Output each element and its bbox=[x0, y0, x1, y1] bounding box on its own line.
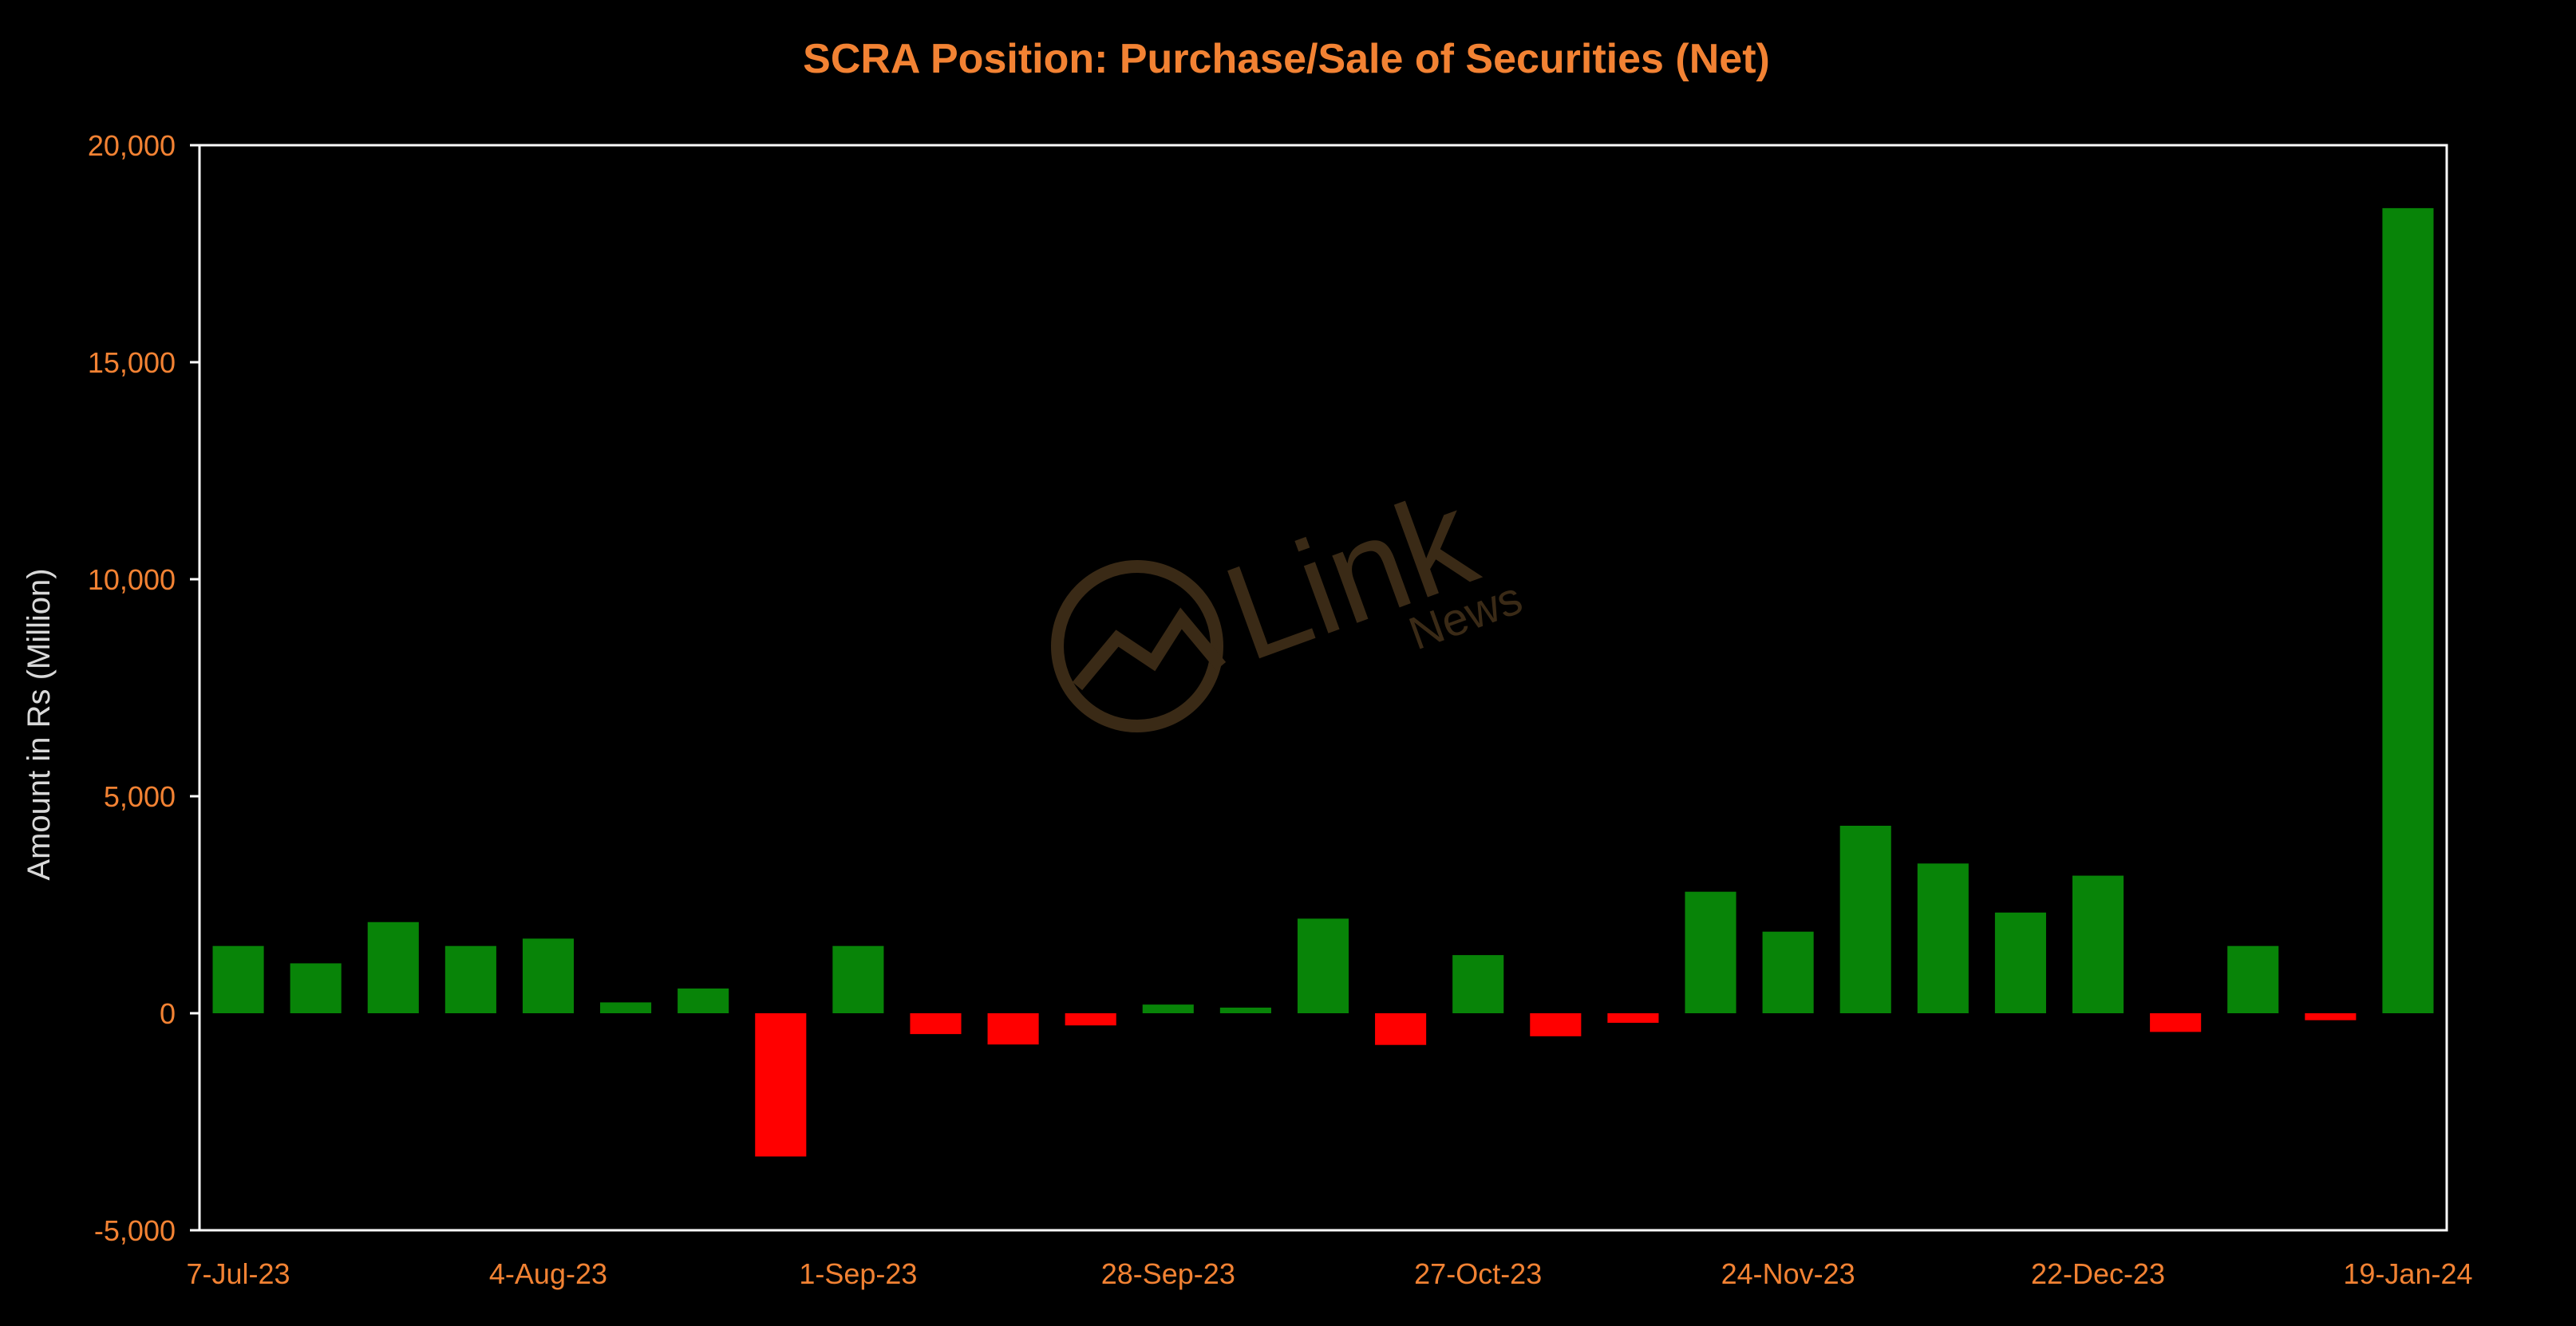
y-axis-label: Amount in Rs (Million) bbox=[22, 568, 57, 880]
bar bbox=[600, 1002, 652, 1013]
x-tick-label: 22-Dec-23 bbox=[2031, 1257, 2165, 1290]
x-tick-label: 1-Sep-23 bbox=[799, 1257, 917, 1290]
bar bbox=[1839, 825, 1891, 1013]
x-tick-label: 28-Sep-23 bbox=[1101, 1257, 1235, 1290]
watermark-ring bbox=[1051, 560, 1223, 732]
chart-title: SCRA Position: Purchase/Sale of Securiti… bbox=[803, 36, 1770, 82]
y-tick-label: 10,000 bbox=[88, 563, 176, 596]
bar bbox=[1375, 1013, 1427, 1045]
bars bbox=[212, 207, 2434, 1157]
bar bbox=[1607, 1013, 1659, 1023]
bar bbox=[1452, 955, 1504, 1013]
bar bbox=[367, 921, 419, 1013]
x-tick-label: 19-Jan-24 bbox=[2343, 1257, 2472, 1290]
bar bbox=[2227, 945, 2279, 1013]
bar bbox=[2150, 1013, 2202, 1032]
x-axis-ticks: 7-Jul-23 4-Aug-23 1-Sep-23 28-Sep-23 27-Oct-… bbox=[187, 1257, 2473, 1290]
y-tick-label: 5,000 bbox=[104, 780, 176, 813]
plot-frame bbox=[198, 144, 2448, 1232]
bar bbox=[444, 945, 496, 1013]
bar bbox=[1530, 1013, 1582, 1036]
watermark-line-icon bbox=[1072, 607, 1227, 691]
bar bbox=[1142, 1004, 1194, 1013]
bar bbox=[1685, 891, 1736, 1013]
y-tick-label: -5,000 bbox=[94, 1214, 176, 1247]
bar bbox=[755, 1013, 807, 1157]
bar bbox=[832, 945, 884, 1013]
bar bbox=[910, 1013, 962, 1035]
bar bbox=[1219, 1007, 1271, 1013]
y-tick-label: 15,000 bbox=[88, 346, 176, 379]
x-tick-label: 24-Nov-23 bbox=[1721, 1257, 1855, 1290]
bar bbox=[212, 945, 264, 1013]
y-tick-label: 0 bbox=[160, 997, 176, 1030]
bar bbox=[987, 1013, 1039, 1045]
bar bbox=[522, 938, 575, 1013]
y-axis-ticks: -5,000 0 5,000 10,000 15,000 20,000 bbox=[88, 129, 200, 1247]
x-tick-label: 7-Jul-23 bbox=[187, 1257, 290, 1290]
bar bbox=[1762, 931, 1814, 1013]
bar bbox=[1917, 863, 1969, 1013]
y-tick-label: 20,000 bbox=[88, 129, 176, 162]
x-tick-label: 4-Aug-23 bbox=[489, 1257, 607, 1290]
bar bbox=[2072, 875, 2124, 1013]
bar bbox=[2382, 207, 2434, 1013]
bar bbox=[1297, 918, 1349, 1013]
bar bbox=[1994, 912, 2046, 1013]
bar bbox=[678, 988, 729, 1013]
bar bbox=[2305, 1013, 2357, 1020]
bar bbox=[290, 963, 342, 1013]
bar bbox=[1065, 1013, 1116, 1026]
x-tick-label: 27-Oct-23 bbox=[1414, 1257, 1542, 1290]
